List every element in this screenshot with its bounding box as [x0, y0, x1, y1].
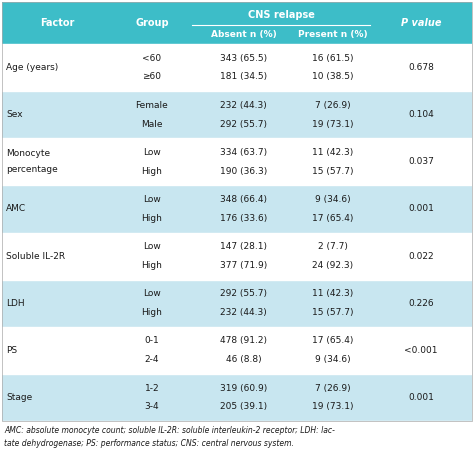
Bar [2, 232, 472, 280]
Text: Low: Low [143, 195, 161, 204]
Text: 11 (42.3): 11 (42.3) [312, 148, 353, 157]
Text: 46 (8.8): 46 (8.8) [226, 355, 261, 364]
Text: Soluble IL-2R: Soluble IL-2R [6, 251, 65, 261]
Text: 377 (71.9): 377 (71.9) [220, 261, 267, 270]
Text: Stage: Stage [6, 393, 32, 402]
Text: 16 (61.5): 16 (61.5) [312, 54, 353, 63]
Text: AMC: AMC [6, 205, 26, 213]
Text: 0.022: 0.022 [408, 251, 434, 261]
Text: 348 (66.4): 348 (66.4) [220, 195, 267, 204]
Text: 147 (28.1): 147 (28.1) [220, 242, 267, 251]
Text: 0.678: 0.678 [408, 63, 434, 72]
Text: 2-4: 2-4 [145, 355, 159, 364]
Text: 1-2: 1-2 [145, 383, 159, 393]
Bar [2, 2, 472, 44]
Text: Age (years): Age (years) [6, 63, 58, 72]
Text: Monocyte: Monocyte [6, 149, 50, 158]
Text: 9 (34.6): 9 (34.6) [315, 195, 350, 204]
Bar [2, 280, 472, 327]
Text: PS: PS [6, 346, 17, 355]
Text: 17 (65.4): 17 (65.4) [312, 214, 353, 223]
Text: tate dehydrogenase; PS: performance status; CNS: central nervous system.: tate dehydrogenase; PS: performance stat… [4, 439, 294, 448]
Text: High: High [142, 261, 163, 270]
Bar [2, 44, 472, 91]
Bar [2, 327, 472, 374]
Text: ≥60: ≥60 [143, 73, 162, 81]
Text: 176 (33.6): 176 (33.6) [220, 214, 267, 223]
Text: 292 (55.7): 292 (55.7) [220, 119, 267, 129]
Bar [2, 138, 472, 185]
Text: High: High [142, 214, 163, 223]
Text: 11 (42.3): 11 (42.3) [312, 289, 353, 298]
Text: 343 (65.5): 343 (65.5) [220, 54, 267, 63]
Bar [2, 374, 472, 421]
Text: 17 (65.4): 17 (65.4) [312, 337, 353, 345]
Text: CNS relapse: CNS relapse [247, 10, 314, 19]
Text: Sex: Sex [6, 110, 23, 119]
Text: Present n (%): Present n (%) [298, 30, 367, 39]
Text: AMC: absolute monocyte count; soluble IL-2R: soluble interleukin-2 receptor; LDH: AMC: absolute monocyte count; soluble IL… [4, 426, 335, 435]
Bar [2, 91, 472, 138]
Text: 232 (44.3): 232 (44.3) [220, 308, 267, 317]
Text: 19 (73.1): 19 (73.1) [312, 402, 353, 411]
Text: Male: Male [141, 119, 163, 129]
Text: 0.226: 0.226 [408, 299, 434, 308]
Text: 7 (26.9): 7 (26.9) [315, 383, 350, 393]
Text: 19 (73.1): 19 (73.1) [312, 119, 353, 129]
Text: percentage: percentage [6, 165, 58, 175]
Text: High: High [142, 167, 163, 176]
Text: Low: Low [143, 148, 161, 157]
Text: 0.001: 0.001 [408, 205, 434, 213]
Text: High: High [142, 308, 163, 317]
Text: 0.037: 0.037 [408, 157, 434, 166]
Text: 9 (34.6): 9 (34.6) [315, 355, 350, 364]
Text: 319 (60.9): 319 (60.9) [220, 383, 267, 393]
Text: 0.001: 0.001 [408, 393, 434, 402]
Text: 334 (63.7): 334 (63.7) [220, 148, 267, 157]
Text: 232 (44.3): 232 (44.3) [220, 101, 267, 110]
Text: 0.104: 0.104 [408, 110, 434, 119]
Text: 7 (26.9): 7 (26.9) [315, 101, 350, 110]
Text: Group: Group [135, 18, 169, 28]
Text: Factor: Factor [40, 18, 74, 28]
Text: 190 (36.3): 190 (36.3) [220, 167, 267, 176]
Text: 181 (34.5): 181 (34.5) [220, 73, 267, 81]
Text: 15 (57.7): 15 (57.7) [312, 308, 353, 317]
Text: 205 (39.1): 205 (39.1) [220, 402, 267, 411]
Text: 10 (38.5): 10 (38.5) [312, 73, 353, 81]
Text: 15 (57.7): 15 (57.7) [312, 167, 353, 176]
Bar [2, 185, 472, 232]
Text: P value: P value [401, 18, 441, 28]
Text: <60: <60 [143, 54, 162, 63]
Text: 478 (91.2): 478 (91.2) [220, 337, 267, 345]
Text: LDH: LDH [6, 299, 25, 308]
Text: 292 (55.7): 292 (55.7) [220, 289, 267, 298]
Text: 0-1: 0-1 [145, 337, 159, 345]
Text: <0.001: <0.001 [404, 346, 438, 355]
Text: Low: Low [143, 242, 161, 251]
Text: Low: Low [143, 289, 161, 298]
Text: Female: Female [136, 101, 168, 110]
Text: 3-4: 3-4 [145, 402, 159, 411]
Text: 2 (7.7): 2 (7.7) [318, 242, 347, 251]
Text: Absent n (%): Absent n (%) [210, 30, 276, 39]
Text: 24 (92.3): 24 (92.3) [312, 261, 353, 270]
